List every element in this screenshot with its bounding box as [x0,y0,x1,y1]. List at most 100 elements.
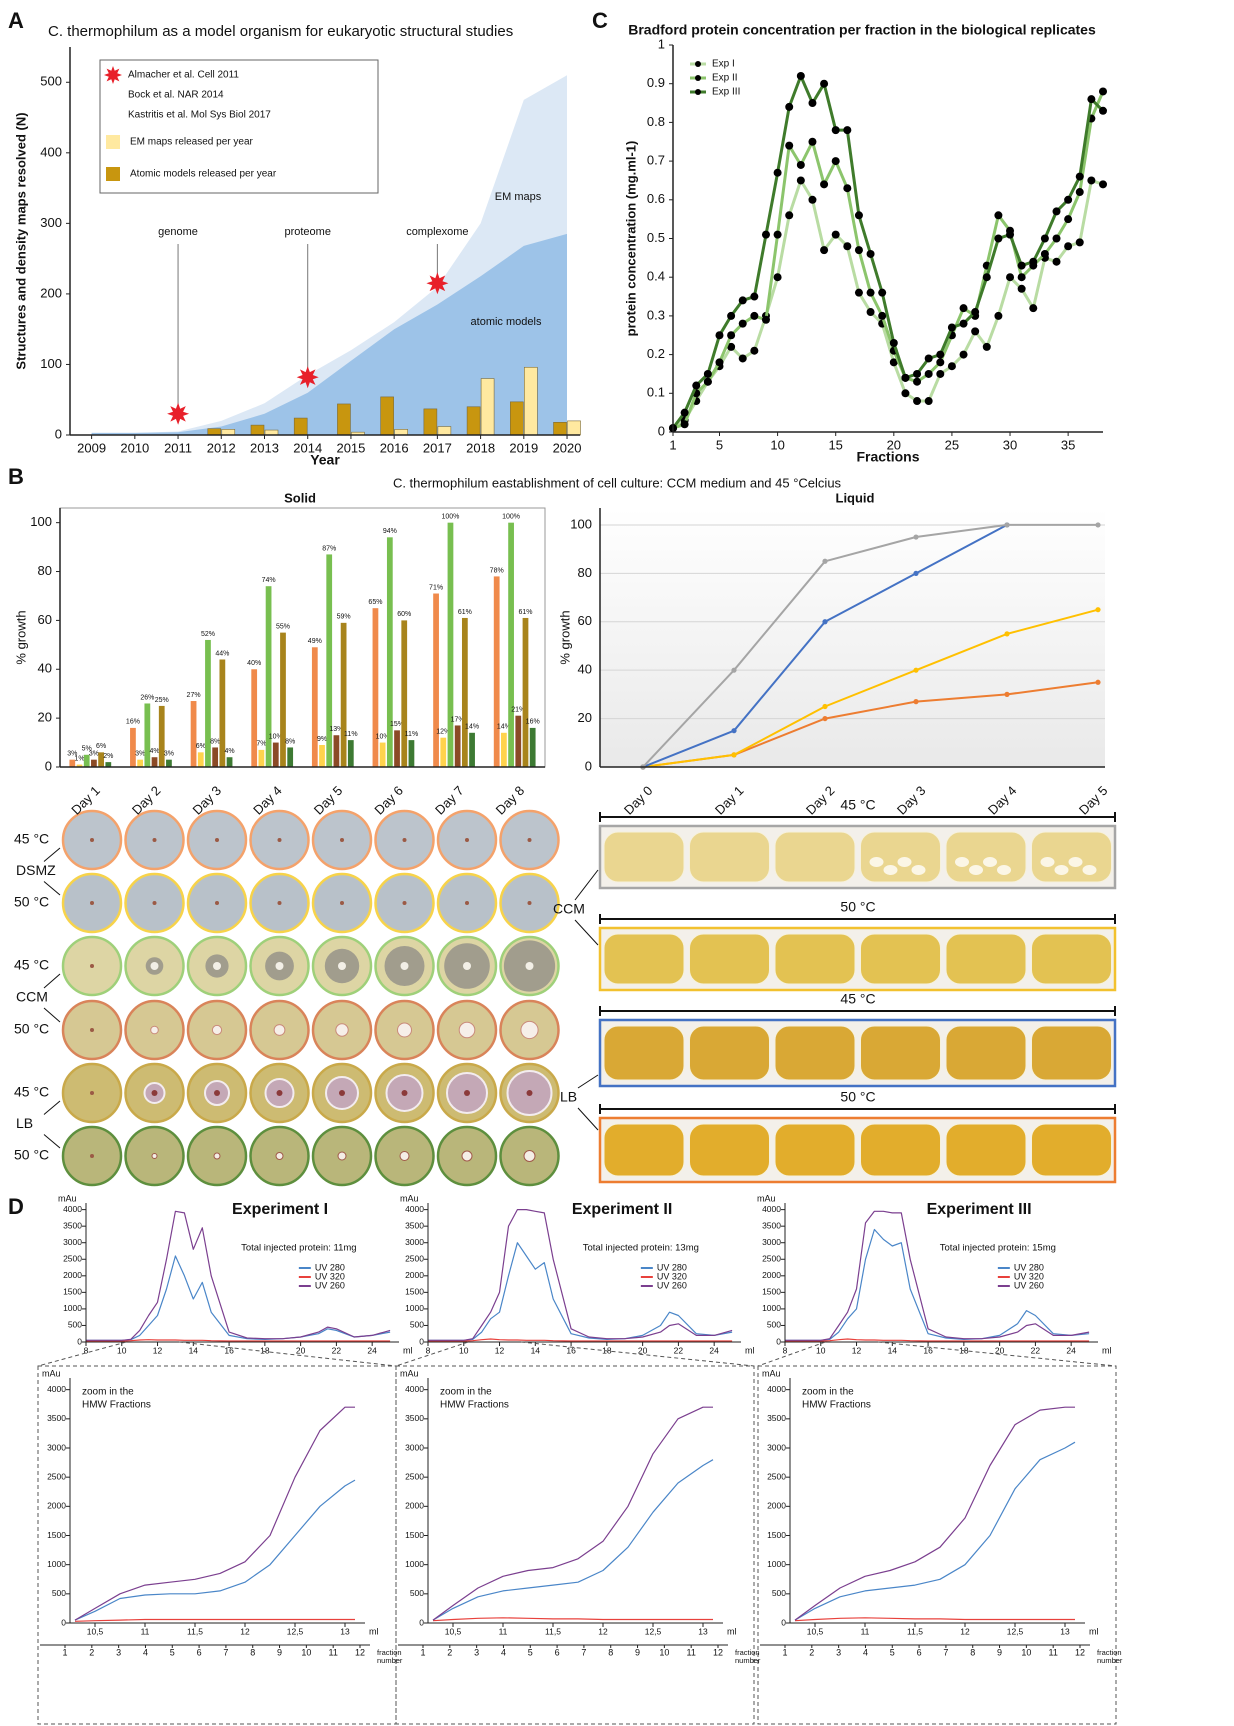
point [808,99,816,107]
point [1041,250,1049,258]
colony-center [464,1090,470,1096]
value-label: 55% [276,623,290,630]
y-tick-label: 500 [767,1320,781,1330]
colony [528,838,532,842]
value-label: 3% [164,751,174,758]
y-tick-label: 0 [61,1617,66,1627]
bar [152,757,158,767]
colony-center [277,1090,283,1096]
point [832,126,840,134]
value-label: 87% [322,545,336,552]
fraction-label: 12 [713,1647,723,1657]
point [867,308,875,316]
point [797,161,805,169]
point [822,704,827,709]
bar [280,633,286,767]
point [715,331,723,339]
fraction-axis-label: number [1097,1656,1123,1665]
zoom-connector [38,1342,126,1366]
y-tick-label: 2500 [405,1471,424,1481]
point [878,289,886,297]
y-tick-label: 500 [410,1588,424,1598]
temperature-label: 45 °C [840,991,875,1007]
fraction-label: 11 [687,1647,696,1657]
point [971,327,979,335]
bar [373,608,379,767]
x-tick-label: 2016 [380,440,409,455]
temperature-label: 50 °C [840,1089,875,1105]
x-tick-label: 8 [426,1345,431,1355]
point [890,339,898,347]
zoom-connector [179,1342,396,1366]
x-tick-label: 12,5 [645,1626,662,1636]
flask [1032,934,1112,984]
x-tick-label: 24 [1066,1345,1076,1355]
y-unit: mAu [58,1193,77,1203]
bar [381,397,394,435]
value-label: 100% [442,514,460,521]
temperature-label: 50 °C [14,1021,49,1037]
y-unit: mAu [42,1368,61,1378]
y-tick-label: 0.9 [647,75,665,90]
colony [340,838,344,842]
point [785,211,793,219]
y-tick-label: 4000 [47,1384,66,1394]
legend-text: UV 260 [657,1280,687,1290]
y-tick-label: 500 [68,1320,82,1330]
flask [775,1124,855,1176]
y-tick-label: 4000 [63,1204,82,1214]
point [994,312,1002,320]
y-tick-label: 0 [45,758,52,773]
value-label: 52% [201,631,215,638]
pellet [1041,857,1055,867]
y-tick-label: 1500 [63,1287,82,1297]
point [1095,607,1100,612]
area-label: EM maps [495,191,542,203]
fraction-label: 6 [917,1647,922,1657]
value-label: 2% [103,753,113,760]
bar [166,760,172,767]
point [936,370,944,378]
y-tick-label: 1000 [762,1303,781,1313]
point [750,347,758,355]
legend-marker [104,66,122,84]
colony-center [338,962,346,970]
pellet [955,857,969,867]
flask [690,832,770,882]
point [936,358,944,366]
bar [130,728,136,767]
y-tick-label: 0 [585,758,592,773]
x-tick-label: 13 [340,1626,350,1636]
fraction-label: 1 [420,1647,425,1657]
y-tick-label: 100 [30,514,52,529]
y-tick-label: 0 [77,1336,82,1346]
x-tick-label: 2012 [207,440,236,455]
x-tick-label: Day 4 [985,783,1020,818]
y-tick-label: 500 [772,1588,786,1598]
point [1018,273,1026,281]
x-tick-label: Day 5 [1076,783,1111,818]
x-tick-label: 10 [117,1345,127,1355]
value-label: 11% [344,731,358,738]
bar [159,706,165,767]
bar [227,757,233,767]
bar [433,594,439,767]
colony [336,1024,348,1036]
y-tick-label: 0.2 [647,346,665,361]
value-label: 14% [465,724,479,731]
fraction-axis-label: number [377,1656,403,1665]
flask [861,1124,941,1176]
x-tick-label: 12 [598,1626,608,1636]
value-label: 61% [518,609,532,616]
x-tick-label: Day 0 [621,783,656,818]
value-label: 94% [383,528,397,535]
bar [438,427,451,435]
fraction-label: 2 [447,1647,452,1657]
y-tick-label: 0 [781,1617,786,1627]
fraction-label: 7 [581,1647,586,1657]
event-marker [426,272,448,294]
y-tick-label: 2000 [405,1270,424,1280]
pellet [997,865,1011,875]
temperature-label: 50 °C [840,899,875,915]
point [913,571,918,576]
